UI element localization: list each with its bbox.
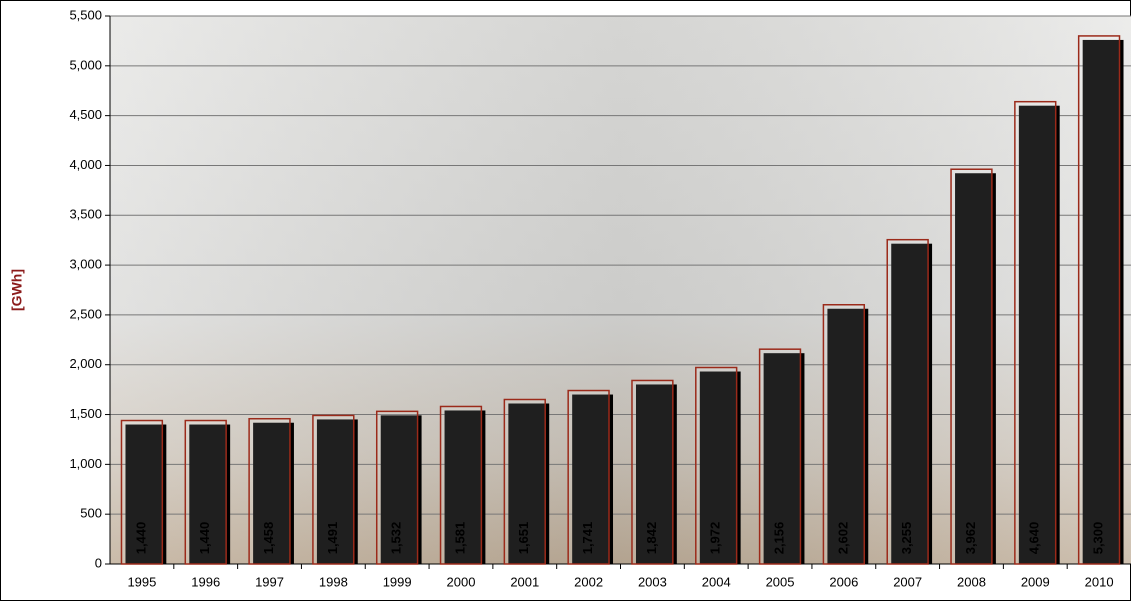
bar-shadow: [891, 243, 933, 564]
bar-shadow: [508, 403, 550, 564]
bar: [758, 348, 802, 565]
y-tick-label: 500: [80, 506, 102, 521]
value-label: 3,255: [899, 522, 914, 555]
y-tick-label: 1,500: [69, 406, 102, 421]
bar-shadow: [635, 384, 677, 564]
bar-shadow: [380, 415, 422, 564]
y-tick-label: 3,500: [69, 207, 102, 222]
bar-shadow: [189, 424, 231, 564]
value-label: 1,581: [452, 522, 467, 555]
bar: [1014, 100, 1057, 565]
value-label: 2,602: [835, 522, 850, 555]
bar: [439, 405, 483, 565]
value-label: 1,458: [261, 522, 276, 555]
y-tick-label: 4,000: [69, 157, 102, 172]
value-label: 2,156: [771, 522, 786, 555]
value-label: 1,440: [197, 522, 212, 555]
x-tick-label: 1996: [191, 574, 220, 589]
x-tick-label: 1998: [319, 574, 348, 589]
x-tick-label: 2009: [1021, 574, 1050, 589]
value-label: 1,972: [708, 522, 723, 555]
x-tick-label: 2002: [574, 574, 603, 589]
bar-shadow: [955, 173, 996, 564]
y-tick-label: 3,000: [69, 257, 102, 272]
x-tick-label: 2007: [893, 574, 922, 589]
bar: [184, 419, 227, 565]
x-tick-label: 1995: [127, 574, 156, 589]
bar: [503, 398, 546, 565]
x-tick-label: 2005: [766, 574, 795, 589]
bar: [1077, 35, 1121, 565]
y-tick-label: 0: [95, 555, 102, 570]
x-tick-label: 2000: [447, 574, 476, 589]
value-label: 1,532: [389, 522, 404, 555]
value-label: 1,651: [516, 522, 531, 555]
x-tick-label: 2010: [1085, 574, 1114, 589]
bar: [312, 414, 355, 565]
x-tick-label: 1997: [255, 574, 284, 589]
value-label: 1,741: [580, 522, 595, 555]
bar-shadow: [699, 371, 741, 564]
value-label: 1,440: [133, 522, 148, 555]
x-tick-label: 2004: [702, 574, 731, 589]
y-tick-label: 5,500: [69, 7, 102, 22]
value-label: 1,842: [644, 522, 659, 555]
bar: [695, 366, 738, 565]
bar-shadow: [827, 308, 869, 564]
bar-shadow: [125, 424, 167, 564]
value-label: 1,491: [325, 522, 340, 555]
bar: [120, 419, 164, 565]
y-tick-label: 2,500: [69, 306, 102, 321]
bar: [886, 238, 929, 565]
value-label: 4,640: [1027, 522, 1042, 555]
value-label: 3,962: [963, 522, 978, 555]
x-tick-label: 2001: [510, 574, 539, 589]
bar: [248, 417, 291, 565]
y-tick-label: 1,000: [69, 456, 102, 471]
bar: [822, 303, 866, 565]
x-tick-label: 1999: [383, 574, 412, 589]
bar-shadow: [763, 353, 805, 564]
bar-shadow: [316, 419, 358, 564]
bar: [631, 379, 674, 565]
x-tick-label: 2006: [829, 574, 858, 589]
bar-shadow: [1082, 39, 1124, 565]
y-tick-label: 2,000: [69, 356, 102, 371]
bar: [567, 389, 610, 565]
y-tick-label: 5,000: [69, 57, 102, 72]
bar-shadow: [444, 410, 486, 564]
bar-shadow: [253, 422, 294, 564]
x-tick-label: 2008: [957, 574, 986, 589]
x-tick-label: 2003: [638, 574, 667, 589]
value-label: 5,300: [1091, 522, 1106, 555]
bar: [950, 168, 993, 565]
bar: [375, 410, 419, 565]
bar-shadow: [572, 394, 614, 564]
y-tick-label: 4,500: [69, 107, 102, 122]
y-axis-label: [GWh]: [9, 269, 25, 311]
bar-shadow: [1018, 105, 1060, 565]
